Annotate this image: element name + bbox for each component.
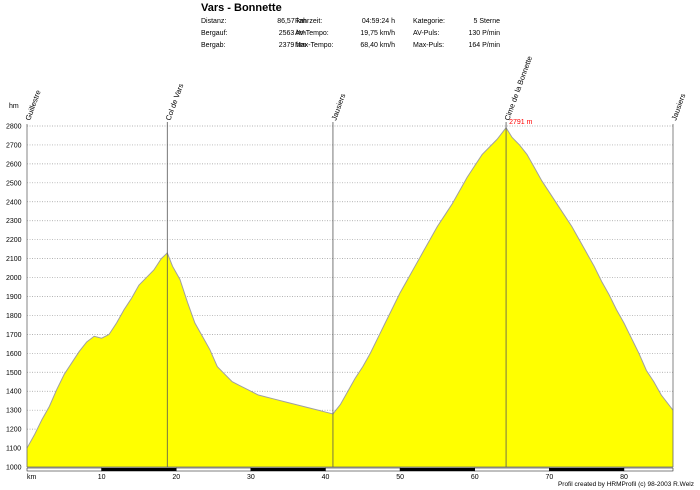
stat-row: AV-Puls: 130 P/min <box>413 28 500 40</box>
y-tick-label: 1200 <box>6 427 22 434</box>
y-tick-label: 1300 <box>6 408 22 415</box>
stat-value: 2563 hm <box>278 30 306 38</box>
stat-row: Bergauf: 2563 hm <box>201 28 306 40</box>
stat-label: AV-Puls: <box>413 30 440 38</box>
distance-scale-segment <box>623 467 674 472</box>
stats-col-1: Distanz: 86,57 km Bergauf: 2563 hm Bergab:… <box>201 16 306 53</box>
stat-value: 04:59:24 h <box>361 18 395 25</box>
stat-row: Fahrzeit: 04:59:24 h <box>295 16 395 28</box>
x-tick-label: 60 <box>471 474 479 481</box>
stat-label: Bergauf: <box>201 30 228 38</box>
stats-col-2: Fahrzeit: 04:59:24 h AV-Tempo: 19,75 km/h … <box>295 16 395 53</box>
y-tick-label: 2200 <box>6 237 22 244</box>
elevation-area <box>27 127 673 467</box>
stat-value: 19,75 km/h <box>360 30 395 38</box>
credit-text: Profil created by HRMProfil (c) 98-2003 … <box>557 481 694 488</box>
x-tick-label: 10 <box>98 474 106 481</box>
waypoint-label: Guillestre <box>23 89 42 122</box>
y-tick-label: 2600 <box>6 161 22 168</box>
y-tick-label: 1400 <box>6 389 22 396</box>
stat-value: 2379 hm <box>278 42 306 50</box>
x-tick-label: 80 <box>620 474 628 481</box>
stat-label: AV-Tempo: <box>295 30 329 38</box>
stat-row: Max-Tempo: 68,40 km/h <box>295 40 395 52</box>
x-tick-label: 20 <box>172 474 180 481</box>
y-tick-label: 1000 <box>6 465 22 472</box>
stat-row: Kategorie: 5 Sterne <box>413 16 500 28</box>
stat-value: 130 P/min <box>468 30 500 38</box>
stat-row: Distanz: 86,57 km <box>201 16 306 28</box>
stat-row: Bergab: 2379 hm <box>201 40 306 52</box>
distance-scale-segment <box>175 467 252 472</box>
y-tick-label: 2100 <box>6 256 22 263</box>
stat-value: 86,57 km <box>277 18 306 25</box>
y-tick-label: 1800 <box>6 313 22 320</box>
y-tick-label: 2800 <box>6 124 22 131</box>
waypoint-label: Cime de la Bonnette <box>502 55 534 122</box>
chart-title: Vars - Bonnette <box>201 2 282 14</box>
stat-value: 5 Sterne <box>473 18 500 25</box>
distance-scale-segment <box>250 467 326 472</box>
elevation-line <box>26 126 674 449</box>
waypoint-label: Jausiers <box>669 92 687 122</box>
x-tick-label: 40 <box>322 474 330 481</box>
distance-scale-segment <box>474 467 550 472</box>
stat-row: AV-Tempo: 19,75 km/h <box>295 28 395 40</box>
x-axis-unit: km <box>27 474 37 481</box>
y-tick-label: 2400 <box>6 199 22 206</box>
stat-value: 164 P/min <box>468 42 500 50</box>
distance-scale-segment <box>325 467 401 472</box>
y-tick-label: 2700 <box>6 142 22 149</box>
stat-row: Max-Puls: 164 P/min <box>413 40 500 52</box>
stat-label: Fahrzeit: <box>295 18 323 25</box>
y-tick-label: 2500 <box>6 180 22 187</box>
x-tick-label: 50 <box>396 474 404 481</box>
axes <box>26 122 674 472</box>
distance-scale-segment <box>549 467 625 472</box>
y-tick-label: 1100 <box>6 446 21 453</box>
stat-label: Max-Puls: <box>413 42 445 50</box>
distance-scale-segment <box>399 467 475 472</box>
stat-value: 68,40 km/h <box>360 42 395 50</box>
distance-scale-segment <box>26 467 102 472</box>
y-tick-label: 1600 <box>6 351 22 358</box>
stat-label: Max-Tempo: <box>295 42 334 50</box>
y-tick-label: 1500 <box>6 370 22 377</box>
waypoint-label: Col de Vars <box>164 82 186 122</box>
y-tick-label: 1700 <box>6 332 22 339</box>
plot-area <box>26 126 674 467</box>
stat-label: Bergab: <box>201 42 226 50</box>
x-tick-label: 30 <box>247 474 255 481</box>
y-tick-label: 2000 <box>6 275 22 282</box>
max-elevation-label: 2791 m <box>509 119 533 126</box>
y-axis-unit: hm <box>9 103 19 110</box>
waypoint-label: Jausiers <box>329 92 347 122</box>
stat-label: Kategorie: <box>413 18 445 25</box>
x-tick-label: 70 <box>545 474 553 481</box>
distance-scale-segment <box>101 467 177 472</box>
stats-col-3: Kategorie: 5 Sterne AV-Puls: 130 P/min Max… <box>413 16 500 53</box>
stat-label: Distanz: <box>201 18 227 25</box>
y-tick-label: 2300 <box>6 218 22 225</box>
y-tick-label: 1900 <box>6 294 22 301</box>
